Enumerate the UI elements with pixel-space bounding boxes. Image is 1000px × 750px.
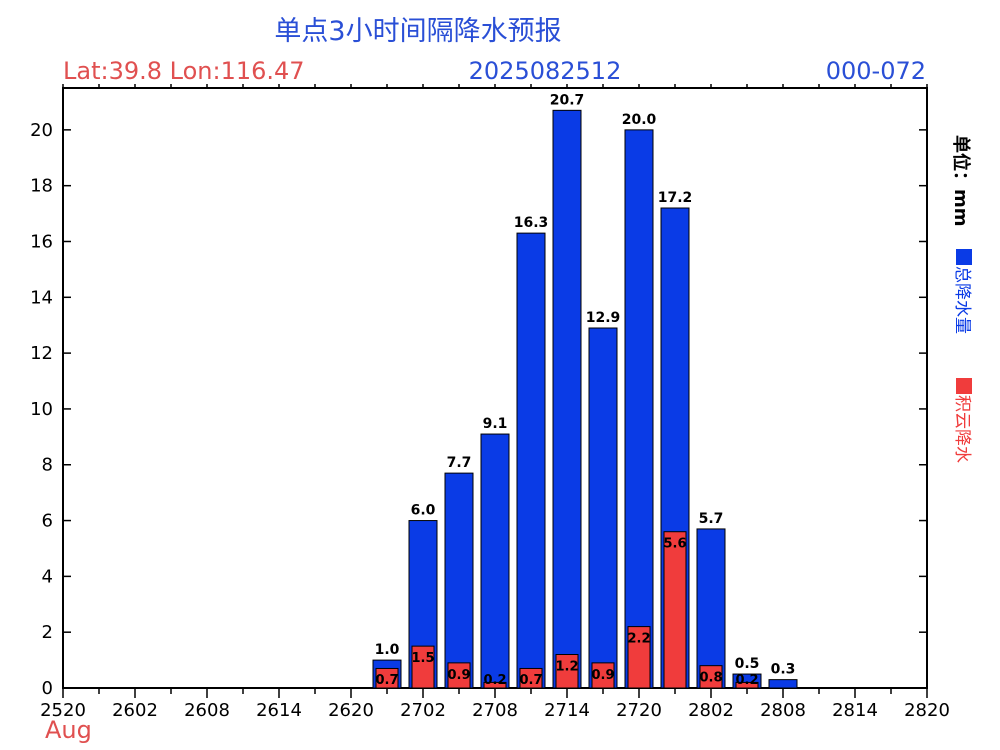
y-tick-label-12: 12 [30,343,53,364]
unit-label: 单位：mm [950,135,972,227]
x-tick-label-2814: 2814 [832,700,878,721]
y-tick-label-2: 2 [42,622,53,643]
conv-bar-label-9: 0.8 [699,671,722,686]
conv-bar-label-8: 5.6 [663,537,686,552]
y-tick-label-20: 20 [30,120,53,141]
total-bar-2 [444,472,474,689]
total-bar-label-5: 20.7 [550,92,585,108]
x-tick-label-2808: 2808 [760,700,806,721]
y-tick-label-10: 10 [30,399,53,420]
total-bar-label-3: 9.1 [483,416,508,432]
y-tick-label-18: 18 [30,176,53,197]
conv-bar-label-4: 0.7 [519,673,542,688]
conv-bar-label-3: 0.2 [483,673,506,688]
total-precip-series [372,109,798,689]
x-tick-label-2608: 2608 [184,700,230,721]
conv-bar-label-7: 2.2 [627,632,650,647]
total-bar-label-11: 0.3 [771,662,796,678]
total-bar-3 [480,433,510,689]
total-bar-label-2: 7.7 [447,455,472,471]
x-tick-label-2620: 2620 [328,700,374,721]
y-tick-label-8: 8 [42,455,53,476]
y-tick-label-0: 0 [42,678,53,699]
conv-bar-label-2: 0.9 [447,668,470,683]
legend-conv-label: 积云降水 [952,395,972,463]
y-tick-label-16: 16 [30,231,53,252]
issue-time-label: 2025082512 [469,57,622,85]
conv-bar-8 [663,531,687,689]
x-tick-label-2614: 2614 [256,700,302,721]
y-axis: 0 2 4 6 8 10 12 14 16 18 20 [30,120,927,699]
total-bar-5 [552,109,582,689]
x-axis: 2520 2602 2608 2614 2620 2702 2708 2714 2720 2802… [40,84,950,721]
total-bar-9 [696,528,726,689]
total-bar-label-7: 20.0 [622,112,657,128]
total-bar-label-8: 17.2 [658,190,693,206]
convective-precip-series [375,531,759,689]
legend-total-swatch [956,249,972,265]
conv-bar-label-1: 1.5 [411,651,434,666]
x-tick-label-2702: 2702 [400,700,446,721]
x-tick-label-2802: 2802 [688,700,734,721]
total-bar-label-1: 6.0 [411,503,436,519]
total-bar-7 [624,129,654,689]
total-precip-labels: 1.0 6.0 7.7 9.1 16.3 20.7 12.9 20.0 17.2 5.7 0.5 0.… [375,92,796,677]
conv-bar-label-10: 0.2 [735,673,758,688]
total-bar-label-4: 16.3 [514,215,549,231]
legend-total-label: 总降水量 [952,266,972,334]
conv-bar-label-6: 0.9 [591,668,614,683]
y-tick-label-4: 4 [42,566,53,587]
total-bar-label-9: 5.7 [699,511,724,527]
location-label: Lat:39.8 Lon:116.47 [63,57,305,85]
x-tick-label-2708: 2708 [472,700,518,721]
x-tick-label-2520: 2520 [40,700,86,721]
x-tick-label-2720: 2720 [616,700,662,721]
total-bar-11 [768,679,798,689]
chart-title: 单点3小时间隔降水预报 [274,16,561,47]
total-bar-label-0: 1.0 [375,642,400,658]
x-tick-label-2602: 2602 [112,700,158,721]
convective-precip-labels: 0.7 1.5 0.9 0.2 0.7 1.2 0.9 2.2 5.6 0.8 0.2 [375,537,758,688]
total-bar-label-10: 0.5 [735,656,760,672]
x-tick-label-2820: 2820 [904,700,950,721]
month-label: Aug [45,716,92,744]
legend-conv-swatch [956,378,972,394]
conv-bar-label-5: 1.2 [555,660,578,675]
x-tick-label-2714: 2714 [544,700,590,721]
total-bar-6 [588,327,618,689]
total-bar-label-6: 12.9 [586,310,621,326]
conv-bar-label-0: 0.7 [375,673,398,688]
y-tick-label-6: 6 [42,511,53,532]
forecast-range-label: 000-072 [826,57,926,85]
total-bar-4 [516,232,546,689]
y-tick-label-14: 14 [30,287,53,308]
